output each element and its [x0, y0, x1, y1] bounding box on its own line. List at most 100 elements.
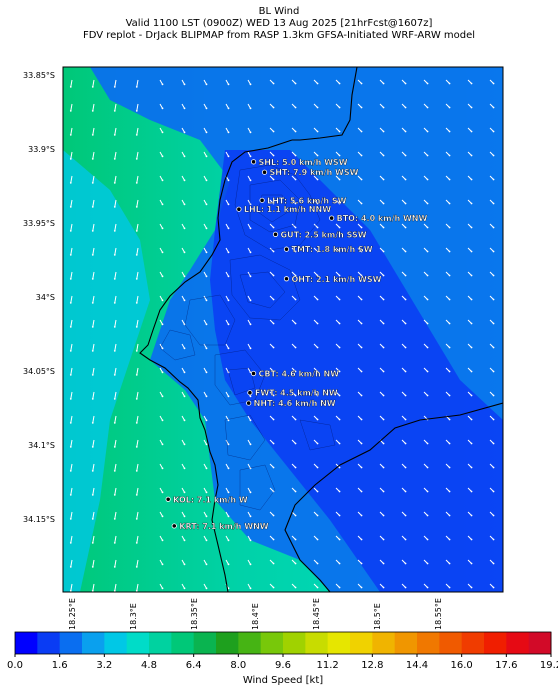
wind-arrow-head	[492, 514, 495, 517]
wind-arrow-head	[360, 394, 363, 397]
wind-arrow-head	[161, 155, 164, 158]
wind-arrow-head	[448, 346, 451, 349]
wind-arrow-head	[316, 178, 319, 181]
wind-arrow-head	[161, 275, 164, 278]
wind-arrow-head	[205, 443, 208, 446]
wind-arrow-head	[360, 346, 363, 349]
model-description: FDV replot - DrJack BLIPMAP from RASP 1.…	[82, 30, 476, 41]
wind-arrow-head	[360, 586, 363, 589]
wind-arrow-head	[470, 298, 473, 301]
station-marker[interactable]	[261, 169, 268, 175]
station-marker[interactable]	[272, 231, 279, 237]
wind-arrow-head	[69, 253, 72, 256]
wind-arrow-head	[492, 202, 495, 205]
station-marker[interactable]	[250, 159, 257, 165]
colorbar-segment	[372, 632, 396, 654]
wind-arrow-head	[492, 538, 495, 541]
colorbar-tick-label: 17.6	[495, 660, 518, 671]
wind-arrow-head	[161, 515, 164, 518]
wind-arrow-head	[183, 299, 186, 302]
wind-arrow-head	[360, 562, 363, 565]
wind-arrow-head	[135, 397, 138, 400]
wind-arrow-head	[135, 325, 138, 328]
wind-arrow-head	[470, 226, 473, 229]
wind-arrow-head	[91, 565, 94, 568]
wind-arrow-head	[448, 250, 451, 253]
station-label: LHT: 5.6 km/h SW	[267, 196, 347, 205]
wind-arrow-head	[227, 323, 230, 326]
wind-arrow	[114, 463, 117, 471]
wind-arrow-head	[183, 203, 186, 206]
wind-arrow	[92, 415, 95, 423]
colorbar-tick-label: 1.6	[51, 660, 68, 671]
station-marker[interactable]	[246, 400, 252, 406]
wind-arrow	[70, 367, 73, 375]
wind-arrow-head	[69, 133, 72, 136]
wind-arrow-head	[91, 397, 94, 400]
wind-arrow	[114, 223, 117, 231]
wind-arrow-head	[113, 109, 116, 112]
wind-arrow-head	[338, 346, 341, 349]
wind-arrow-head	[404, 514, 407, 517]
wind-arrow-head	[492, 394, 495, 397]
wind-arrow-head	[205, 203, 208, 206]
wind-arrow-head	[382, 250, 385, 253]
station-marker[interactable]	[250, 370, 257, 377]
wind-arrow-head	[91, 253, 94, 256]
wind-arrow-head	[69, 229, 72, 232]
colorbar-segment	[238, 632, 262, 654]
wind-arrow-head	[272, 178, 275, 181]
station-marker[interactable]	[236, 206, 242, 212]
wind-arrow-head	[227, 131, 230, 134]
station-marker[interactable]	[165, 496, 171, 502]
wind-arrow-head	[360, 154, 363, 157]
wind-arrow-head	[205, 131, 208, 134]
wind-arrow-head	[470, 514, 473, 517]
wind-arrow-head	[272, 202, 275, 205]
wind-arrow	[114, 535, 117, 543]
wind-arrow-head	[294, 562, 297, 565]
wind-arrow-head	[113, 493, 116, 496]
coastline	[139, 139, 293, 592]
wind-arrow-head	[448, 538, 451, 541]
wind-arrow-head	[338, 130, 341, 133]
wind-arrow-head	[91, 325, 94, 328]
station-label: CBT: 4.6 km/h NW	[259, 369, 340, 378]
station-marker[interactable]	[259, 197, 265, 203]
colorbar-tick-label: 6.4	[185, 660, 202, 671]
wind-arrow-head	[338, 250, 341, 253]
lat-tick-label: 34.1°S	[28, 441, 55, 450]
station-marker[interactable]	[329, 215, 335, 221]
wind-arrow	[70, 223, 73, 231]
wind-arrow	[136, 367, 139, 375]
wind-arrow-head	[426, 442, 429, 445]
wind-arrow	[92, 511, 95, 519]
wind-arrow-head	[470, 418, 473, 421]
wind-arrow-head	[382, 82, 385, 85]
wind-arrow-head	[161, 419, 164, 422]
lat-tick-label: 34.05°S	[23, 367, 55, 376]
wind-arrow-head	[272, 370, 275, 373]
wind-arrow-head	[113, 253, 116, 256]
wind-arrow-head	[448, 586, 451, 589]
wind-arrow	[92, 535, 95, 543]
wind-arrow	[114, 103, 117, 111]
station-marker[interactable]	[171, 523, 177, 529]
wind-arrow-head	[294, 370, 297, 373]
wind-arrow-head	[294, 418, 297, 421]
wind-arrow-head	[91, 589, 94, 592]
colorbar-tick-label: 16.0	[450, 660, 473, 671]
wind-arrow-head	[249, 347, 252, 350]
station-marker[interactable]	[283, 246, 290, 252]
station-label: BTO: 4.0 km/h WNW	[337, 214, 428, 223]
wind-arrow-head	[249, 491, 252, 494]
wind-arrow-head	[272, 514, 275, 517]
station-marker[interactable]	[247, 390, 253, 396]
colorbar-segment	[439, 632, 463, 654]
wind-arrow-head	[316, 250, 319, 253]
station-marker[interactable]	[283, 276, 290, 282]
wind-arrow-head	[338, 586, 341, 589]
wind-arrow-head	[69, 373, 72, 376]
colorbar-segment	[394, 632, 418, 654]
wind-arrow-head	[360, 418, 363, 421]
